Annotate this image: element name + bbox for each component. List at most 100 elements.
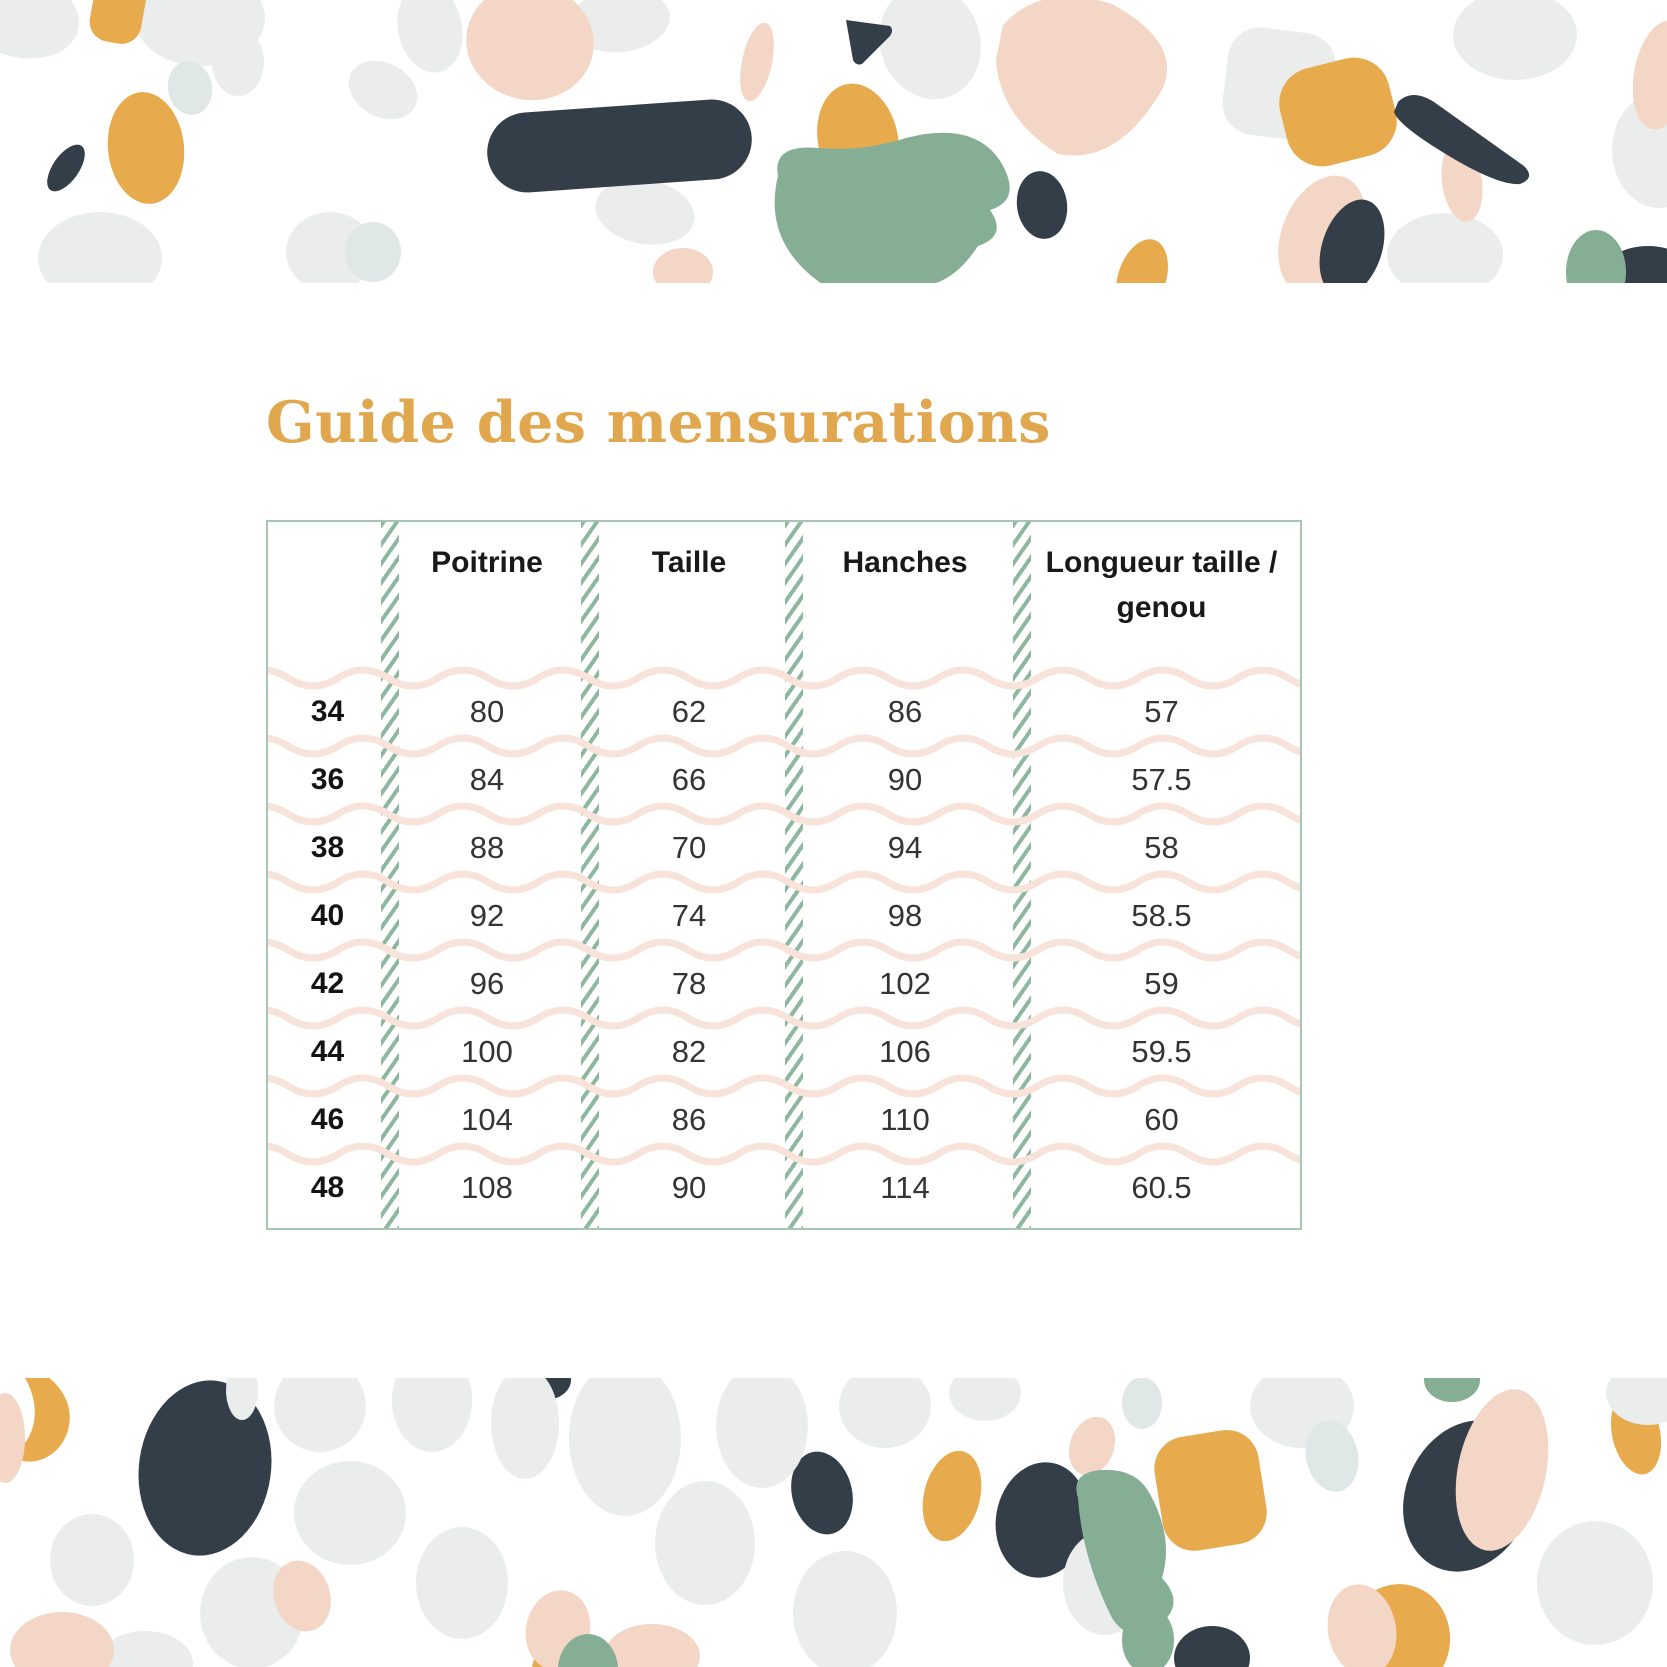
header-hanches: Hanches <box>842 546 968 579</box>
measurement-value: 74 <box>671 898 707 933</box>
terrazzo-shape <box>0 1393 25 1483</box>
terrazzo-shape <box>491 1378 559 1479</box>
terrazzo-shape <box>653 248 713 283</box>
measurement-value: 94 <box>887 830 923 865</box>
size-label: 38 <box>310 831 345 864</box>
size-label: 44 <box>310 1035 345 1068</box>
terrazzo-shape <box>397 0 463 73</box>
terrazzo-shape <box>1174 1626 1250 1667</box>
size-label: 34 <box>310 695 345 728</box>
size-label: 40 <box>310 899 345 932</box>
terrazzo-shape <box>1154 1430 1267 1551</box>
terrazzo-shape <box>273 1560 331 1632</box>
terrazzo-shape <box>791 1451 853 1535</box>
terrazzo-shape <box>345 222 401 282</box>
terrazzo-shape <box>487 99 752 193</box>
measurement-value: 102 <box>879 966 931 1001</box>
measurement-value: 110 <box>880 1102 930 1137</box>
terrazzo-shape <box>995 1462 1089 1578</box>
terrazzo-shape <box>10 1612 114 1667</box>
measurement-value: 57 <box>1144 694 1179 729</box>
size-label: 46 <box>310 1103 345 1136</box>
measurement-value: 58.5 <box>1131 898 1192 933</box>
terrazzo-shape <box>466 0 594 101</box>
measurement-value: 86 <box>887 694 923 729</box>
measurement-value: 108 <box>461 1170 513 1205</box>
measurement-value: 84 <box>469 762 505 797</box>
terrazzo-shape <box>604 1624 700 1667</box>
terrazzo-shape <box>38 212 162 283</box>
terrazzo-shape <box>1305 1420 1359 1492</box>
terrazzo-shape <box>949 1378 1021 1421</box>
terrazzo-shape <box>12 1378 70 1462</box>
terrazzo-shape <box>1632 20 1667 130</box>
terrazzo-shape <box>167 61 213 115</box>
terrazzo-shape <box>212 28 264 96</box>
terrazzo-shape <box>47 144 85 192</box>
terrazzo-shape <box>1327 1584 1397 1667</box>
measurement-value: 114 <box>880 1170 930 1205</box>
terrazzo-shape <box>416 1527 508 1639</box>
header-taille: Taille <box>651 546 727 579</box>
terrazzo-shape <box>50 1514 134 1606</box>
size-label: 36 <box>310 763 345 796</box>
terrazzo-shape <box>1453 0 1577 80</box>
terrazzo-shape <box>0 0 79 59</box>
measurement-value: 104 <box>461 1102 513 1137</box>
measurement-value: 66 <box>671 762 707 797</box>
terrazzo-bottom-band <box>0 1378 1667 1667</box>
terrazzo-shape <box>274 1378 366 1452</box>
measurement-value: 59.5 <box>1131 1034 1192 1069</box>
terrazzo-top-band <box>0 0 1667 283</box>
header-poitrine: Poitrine <box>431 546 543 579</box>
measurement-value: 70 <box>671 830 707 865</box>
terrazzo-shape <box>138 1380 272 1556</box>
measurement-value: 60.5 <box>1131 1170 1192 1205</box>
measurement-value: 96 <box>469 966 505 1001</box>
terrazzo-shape <box>595 179 695 245</box>
terrazzo-shape <box>348 60 418 120</box>
terrazzo-shape <box>392 1378 472 1452</box>
terrazzo-shape <box>839 1378 931 1448</box>
measurement-value: 80 <box>469 694 505 729</box>
terrazzo-shape <box>569 1378 681 1516</box>
terrazzo-shape <box>1394 95 1530 185</box>
measurement-value: 90 <box>671 1170 707 1205</box>
terrazzo-shape <box>97 1631 193 1667</box>
terrazzo-shape <box>1319 199 1385 283</box>
terrazzo-shape <box>879 0 981 100</box>
header-corner-cell <box>268 522 387 678</box>
terrazzo-shape <box>1387 213 1503 283</box>
measurement-value: 78 <box>671 966 707 1001</box>
terrazzo-shape <box>922 1450 982 1542</box>
measurement-value: 60 <box>1144 1102 1179 1137</box>
size-label: 48 <box>310 1171 345 1204</box>
measurement-value: 58 <box>1144 830 1179 865</box>
size-table-grid: Poitrine Taille Hanches Longueur taille … <box>268 522 1300 1228</box>
terrazzo-shape <box>226 1378 258 1420</box>
page-title: Guide des mensurations <box>266 389 1051 456</box>
terrazzo-shape <box>1122 1606 1174 1667</box>
terrazzo-shape <box>793 1551 897 1667</box>
measurement-value: 57.5 <box>1131 762 1192 797</box>
measurement-value: 106 <box>879 1034 931 1069</box>
terrazzo-shape <box>1016 171 1068 239</box>
measurement-value: 59 <box>1144 966 1179 1001</box>
measurement-value: 100 <box>461 1034 513 1069</box>
measurement-value: 62 <box>671 694 707 729</box>
measurement-value: 86 <box>671 1102 707 1137</box>
terrazzo-shape <box>1279 57 1397 167</box>
size-label: 42 <box>310 967 345 1000</box>
terrazzo-shape <box>294 1461 406 1565</box>
terrazzo-shape <box>846 20 892 65</box>
terrazzo-shape <box>1116 239 1168 283</box>
measurement-value: 98 <box>887 898 923 933</box>
terrazzo-shape <box>1076 1469 1174 1634</box>
terrazzo-shape <box>655 1481 755 1605</box>
measurement-value: 82 <box>671 1034 707 1069</box>
terrazzo-shape <box>1455 1389 1549 1551</box>
header-longueur: Longueur taille / genou <box>1045 546 1278 624</box>
terrazzo-shape <box>1424 1378 1480 1402</box>
terrazzo-shape <box>774 132 1010 283</box>
terrazzo-shape <box>1537 1521 1653 1645</box>
